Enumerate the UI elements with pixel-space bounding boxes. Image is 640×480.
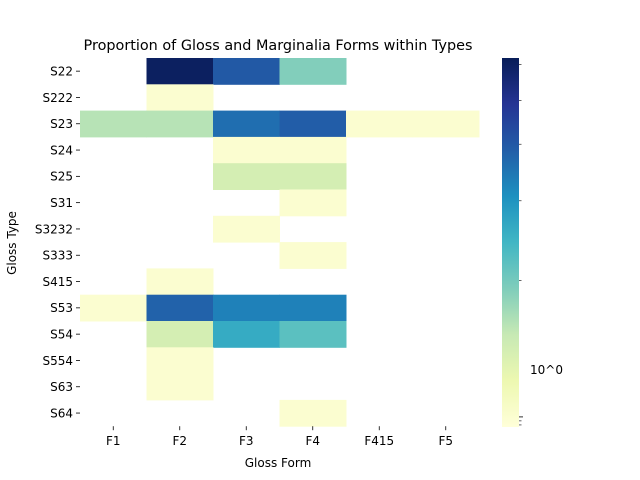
x-tick-label: F1: [106, 434, 121, 448]
x-tick-label: F5: [438, 434, 453, 448]
heatmap-cell: [279, 294, 347, 322]
heatmap-cell: [279, 399, 347, 427]
y-tick-label: S53: [50, 301, 73, 315]
y-axis-label: Gloss Type: [5, 211, 19, 275]
heatmap-cell: [279, 110, 347, 138]
y-tick-label: S54: [50, 327, 73, 341]
y-tick-label: S31: [50, 196, 73, 210]
y-tick-label: S23: [50, 117, 73, 131]
heatmap-cell: [146, 58, 214, 85]
heatmap-cell: [146, 294, 214, 322]
heatmap-cell: [213, 136, 280, 164]
y-tick-label: S222: [42, 91, 73, 105]
heatmap-cell: [346, 110, 413, 138]
heatmap-cell: [213, 215, 280, 243]
heatmap-cell: [213, 163, 280, 190]
heatmap-cell: [146, 373, 214, 401]
heatmap-cell: [146, 84, 214, 112]
y-tick-label: S3232: [35, 222, 73, 236]
heatmap-cell: [279, 189, 347, 217]
heatmap-cell: [412, 110, 480, 138]
heatmap-cell: [213, 58, 280, 85]
heatmap-cell: [146, 347, 214, 375]
y-tick-label: S554: [42, 354, 73, 368]
y-tick-label: S22: [50, 64, 73, 78]
colorbar-tick-label: 10^0: [530, 363, 563, 377]
colorbar-ticks: [519, 64, 523, 426]
y-axis-ticks: S22 S222 S23 S24 S25 S31 S3232 S333 S415 S53 S54 S5…: [35, 64, 80, 420]
x-tick-label: F415: [364, 434, 394, 448]
y-tick-label: S25: [50, 170, 73, 184]
y-tick-label: S333: [42, 249, 73, 263]
heatmap-cell: [213, 110, 280, 138]
colorbar: 10^0: [502, 58, 563, 427]
y-tick-label: S63: [50, 380, 73, 394]
y-tick-label: S415: [42, 275, 73, 289]
heatmap-cell: [146, 268, 214, 296]
x-tick-label: F2: [172, 434, 187, 448]
x-tick-label: F4: [305, 434, 320, 448]
x-tick-label: F3: [239, 434, 254, 448]
heatmap-cell: [279, 58, 347, 85]
heatmap-cell: [213, 321, 280, 348]
y-tick-label: S64: [50, 406, 73, 420]
colorbar-gradient: [502, 58, 519, 427]
heatmap-cell: [213, 294, 280, 322]
heatmap-cell: [146, 110, 214, 138]
heatmap-cell: [279, 136, 347, 164]
x-axis-ticks: F1 F2 F3 F4 F415 F5: [106, 426, 453, 448]
heatmap-cells: [80, 58, 480, 427]
heatmap-cell: [146, 321, 214, 348]
heatmap-cell: [80, 110, 147, 138]
heatmap-cell: [279, 163, 347, 190]
y-tick-label: S24: [50, 143, 73, 157]
chart-title: Proportion of Gloss and Marginalia Forms…: [84, 38, 473, 54]
heatmap-cell: [279, 242, 347, 269]
x-axis-label: Gloss Form: [245, 456, 312, 470]
heatmap-cell: [80, 294, 147, 322]
heatmap-cell: [279, 321, 347, 348]
